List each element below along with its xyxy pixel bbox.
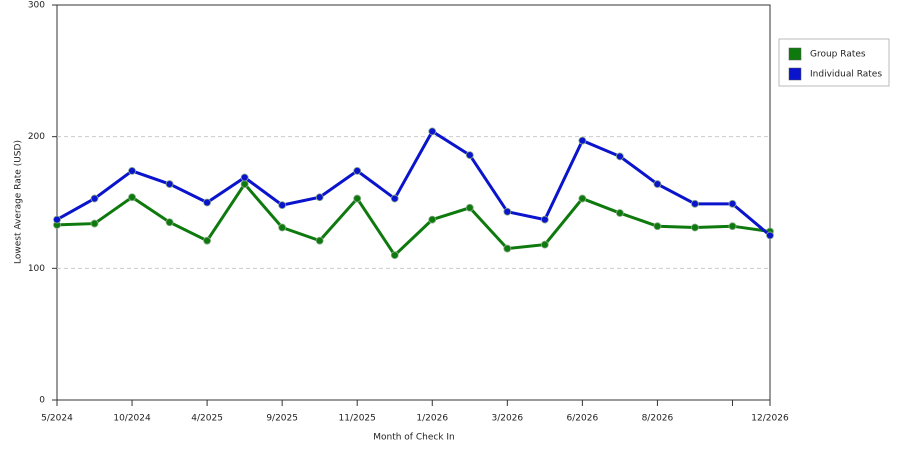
x-tick-label: 1/2026	[416, 414, 448, 424]
legend-label: Individual Rates	[810, 70, 882, 80]
data-point	[578, 136, 587, 145]
x-tick-label: 12/2026	[751, 414, 789, 424]
data-point	[766, 231, 774, 240]
data-point	[428, 215, 437, 224]
data-point	[615, 209, 624, 217]
series-line	[56, 181, 771, 258]
data-point	[728, 199, 737, 208]
data-point	[278, 201, 287, 210]
data-point	[315, 236, 324, 245]
y-tick-label: 300	[28, 1, 45, 11]
data-point	[53, 215, 61, 224]
data-point	[465, 151, 474, 160]
data-point	[390, 194, 399, 203]
data-point	[353, 166, 362, 175]
data-point	[503, 207, 512, 216]
data-point	[240, 180, 249, 188]
data-point	[353, 194, 362, 203]
data-point	[728, 222, 737, 231]
x-tick-label: 5/2024	[41, 414, 73, 424]
data-point	[653, 180, 662, 188]
data-point	[691, 223, 699, 232]
data-point	[540, 215, 549, 224]
data-point	[315, 193, 324, 202]
x-tick-label: 9/2025	[266, 414, 298, 424]
x-tick-label: 11/2025	[339, 414, 376, 424]
data-point	[128, 193, 136, 202]
data-point	[165, 180, 174, 188]
legend-swatch	[788, 67, 802, 81]
data-point	[90, 194, 99, 203]
x-tick-label: 10/2024	[113, 414, 151, 424]
series-line	[56, 129, 771, 237]
x-tick-label: 3/2026	[491, 414, 523, 424]
data-point	[203, 236, 212, 245]
y-tick-label: 200	[28, 132, 45, 142]
data-point	[578, 194, 587, 203]
data-point	[503, 244, 512, 253]
y-tick-label: 100	[28, 264, 45, 274]
legend-swatch	[788, 47, 802, 61]
data-point	[615, 152, 624, 161]
data-point	[203, 198, 212, 207]
data-point	[465, 203, 474, 212]
data-point	[540, 240, 549, 249]
y-axis-label: Lowest Average Rate (USD)	[14, 140, 24, 264]
x-tick-label: 6/2026	[567, 414, 599, 424]
data-point	[90, 219, 99, 228]
data-point	[240, 173, 249, 182]
data-point	[278, 223, 287, 232]
legend-label: Group Rates	[810, 50, 866, 60]
data-point	[691, 199, 699, 208]
plot-frame	[56, 4, 771, 401]
x-axis-label: Month of Check In	[373, 433, 455, 443]
y-tick-label: 0	[39, 396, 45, 406]
data-point	[165, 218, 174, 227]
data-point	[428, 127, 437, 136]
data-point	[390, 251, 399, 260]
data-point	[653, 222, 662, 231]
x-tick-label: 8/2026	[642, 414, 674, 424]
data-point	[128, 166, 136, 175]
x-tick-label: 4/2025	[191, 414, 223, 424]
